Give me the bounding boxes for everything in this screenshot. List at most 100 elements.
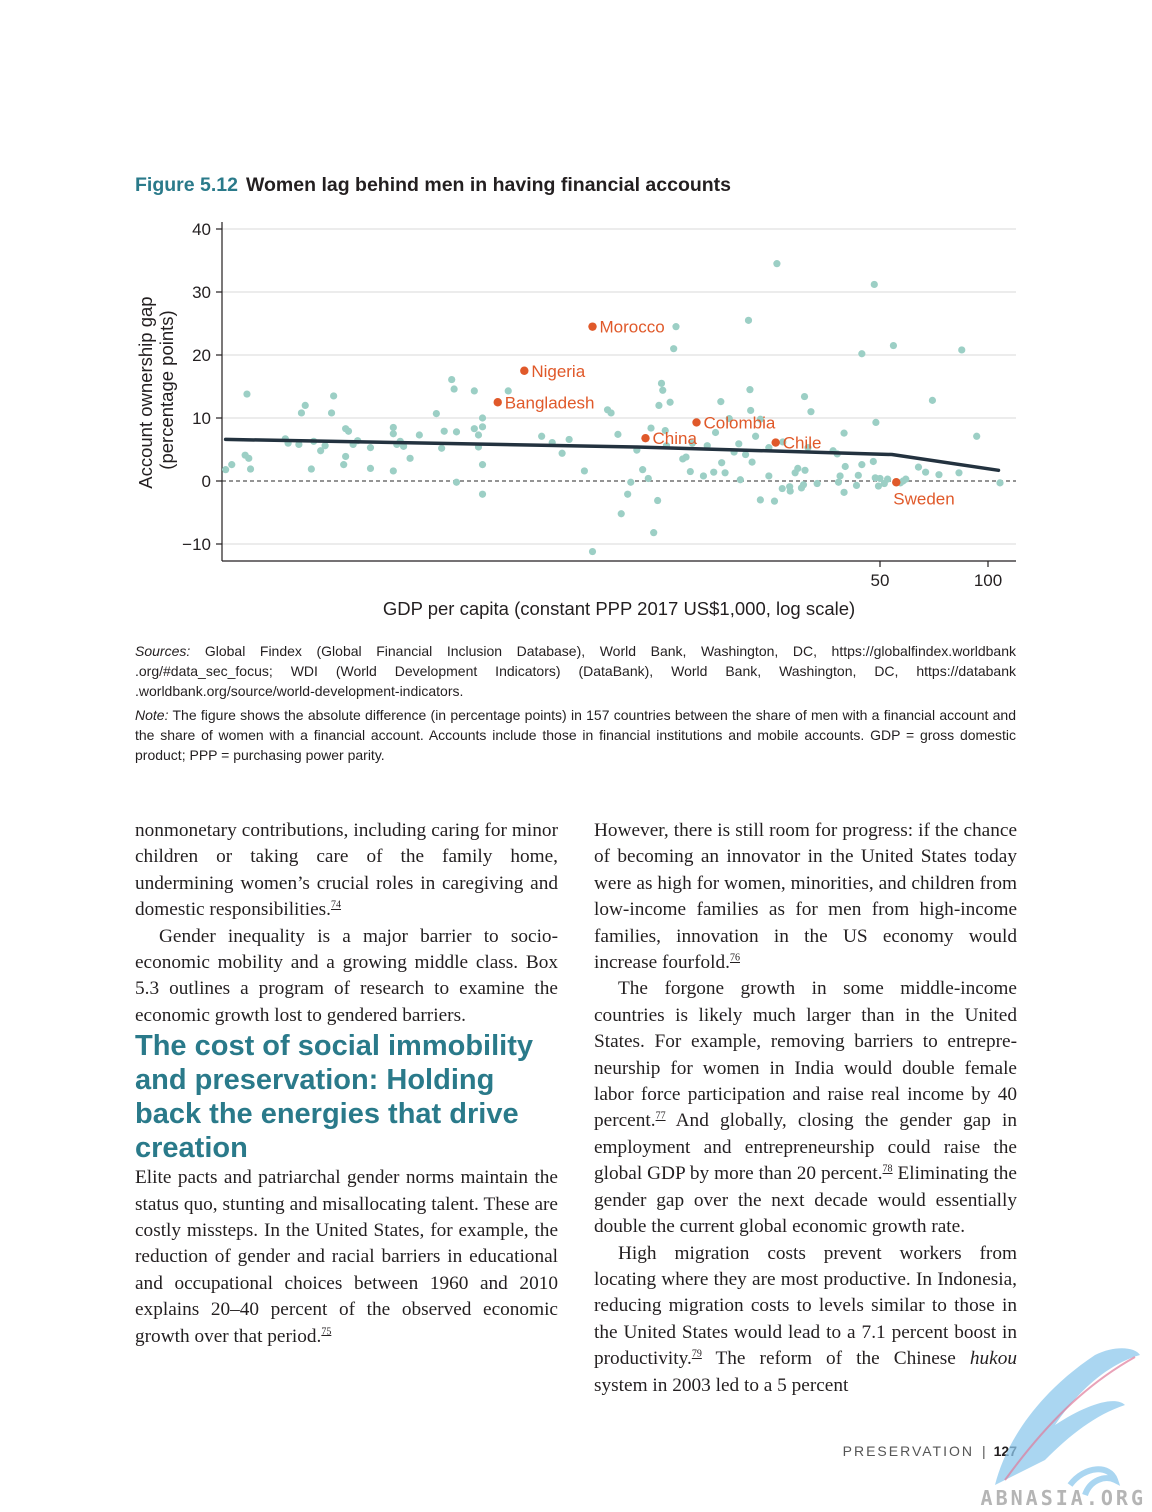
data-point <box>770 497 779 505</box>
data-point <box>682 453 690 461</box>
data-point <box>858 461 866 469</box>
data-point <box>504 387 512 395</box>
data-point <box>366 464 375 472</box>
highlight-point <box>692 418 701 427</box>
y-tick-label: 10 <box>192 409 211 428</box>
data-point <box>799 481 808 489</box>
data-point <box>973 432 981 440</box>
data-point <box>644 474 652 483</box>
data-point <box>340 461 348 469</box>
data-point <box>389 423 397 432</box>
endnote-link[interactable]: 75 <box>321 1326 332 1338</box>
data-point <box>721 469 729 477</box>
highlight-point <box>588 322 597 331</box>
data-point <box>245 454 253 462</box>
data-point <box>228 461 236 469</box>
data-point <box>902 475 910 483</box>
data-point <box>452 478 461 486</box>
data-point <box>834 478 843 486</box>
body-paragraph: nonmonetary contributions, including car… <box>135 820 558 921</box>
data-point <box>813 479 821 488</box>
data-point <box>840 488 848 496</box>
data-point <box>450 385 458 393</box>
data-point <box>718 459 726 467</box>
data-point <box>935 471 943 479</box>
data-point <box>725 415 733 423</box>
data-point <box>914 463 923 471</box>
data-point <box>794 464 802 472</box>
body-paragraph: High migration costs prevent workers fro… <box>594 1242 1017 1396</box>
data-point <box>840 429 848 437</box>
highlight-point <box>892 478 901 487</box>
data-point <box>779 438 787 446</box>
data-point <box>321 442 329 450</box>
endnote-link[interactable]: 78 <box>882 1163 893 1175</box>
data-point <box>655 401 663 409</box>
data-point <box>711 428 720 437</box>
data-point <box>659 386 667 394</box>
data-point <box>432 409 440 418</box>
endnote-link[interactable]: 74 <box>331 899 342 911</box>
data-point <box>627 478 635 486</box>
data-point <box>624 490 632 498</box>
sources-paragraph: Sources: Global Findex (Global Financial… <box>135 641 1016 701</box>
quill-pen-icon <box>995 1348 1140 1497</box>
y-tick-label: 20 <box>192 346 211 365</box>
data-point <box>717 398 725 406</box>
data-point <box>958 346 966 354</box>
data-point <box>389 430 397 438</box>
sources-label: Sources: <box>135 643 191 659</box>
data-point <box>607 409 615 417</box>
data-point <box>746 386 754 394</box>
data-point <box>869 457 877 466</box>
data-point <box>686 467 694 476</box>
highlight-label: Sweden <box>893 489 954 508</box>
y-axis-ticks: 40 30 20 10 0 −10 <box>182 220 222 554</box>
data-point <box>836 472 844 480</box>
data-point <box>736 476 744 484</box>
data-point <box>295 440 303 449</box>
endnote-link[interactable]: 77 <box>655 1111 666 1123</box>
data-point <box>399 442 408 450</box>
data-point <box>478 414 487 422</box>
data-point <box>301 401 309 409</box>
highlight-label: Colombia <box>704 413 776 432</box>
data-point <box>222 466 230 474</box>
data-point <box>801 466 809 474</box>
data-point <box>870 280 878 289</box>
highlight-point <box>771 438 780 447</box>
y-axis-label-line2: (percentage points) <box>156 310 177 469</box>
data-point <box>614 430 622 438</box>
x-tick-label: 50 <box>871 571 890 590</box>
data-point <box>448 375 456 384</box>
endnote-link[interactable]: 76 <box>729 952 740 964</box>
data-point <box>617 510 625 518</box>
data-point <box>672 323 680 331</box>
figure-title: Figure 5.12 Women lag behind men in havin… <box>135 174 731 197</box>
y-tick-label: 0 <box>202 472 211 491</box>
figure-title-text: Women lag behind men in having financial… <box>245 174 732 196</box>
highlight-label: Nigeria <box>531 362 585 381</box>
y-tick-label: 40 <box>192 220 211 239</box>
endnote-link[interactable]: 79 <box>691 1348 702 1360</box>
data-point <box>854 471 862 479</box>
data-points <box>222 260 1004 556</box>
highlight-label: Bangladesh <box>505 393 595 412</box>
data-point <box>852 481 861 490</box>
sources-text: Global Findex (Global Financial Inclusio… <box>135 643 1017 699</box>
data-point <box>778 484 786 493</box>
data-point <box>688 439 697 447</box>
data-point <box>317 447 325 455</box>
data-point <box>804 444 812 452</box>
data-point <box>996 479 1004 487</box>
data-point <box>342 452 350 461</box>
body-paragraph: Elite pacts and patriarchal gender norms… <box>135 1167 558 1347</box>
highlight-label: China <box>652 429 697 448</box>
highlight-point <box>520 366 529 375</box>
data-point <box>478 490 487 498</box>
footer-section: PRESERVATION <box>842 1443 974 1459</box>
data-point <box>307 465 315 473</box>
data-point <box>415 431 423 439</box>
data-point <box>639 466 647 474</box>
